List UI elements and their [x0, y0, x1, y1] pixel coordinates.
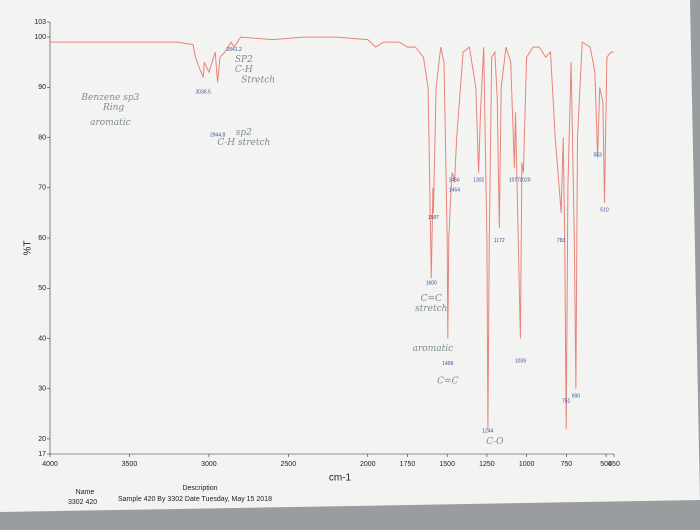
annotation: 690 — [572, 394, 581, 400]
x-tick-label: 1750 — [400, 461, 416, 468]
annotation: 1077 — [509, 178, 520, 184]
annotation: stretch — [415, 304, 447, 314]
annotation: 1172 — [494, 238, 505, 244]
x-tick-label: 500 — [600, 461, 612, 468]
footer-label: Name — [76, 489, 95, 496]
spectrum-line — [50, 36, 614, 429]
annotation: Stretch — [241, 75, 275, 85]
y-tick-label: 20 — [38, 436, 46, 443]
annotation: 1496 — [442, 361, 453, 367]
annotation: 1244 — [482, 429, 493, 435]
annotation: 783 — [557, 238, 566, 244]
annotation: Ring — [102, 103, 124, 113]
annotation: 1456 — [449, 178, 460, 184]
x-tick-label: 2500 — [281, 461, 297, 468]
annotation: C-H — [235, 65, 253, 75]
annotation: 1600 — [426, 281, 437, 287]
y-axis-label: %T — [23, 241, 34, 256]
y-tick-label: 50 — [38, 285, 46, 292]
x-axis-label: cm-1 — [329, 473, 352, 484]
annotation: aromatic — [413, 344, 454, 354]
annotation: aromatic — [90, 118, 131, 128]
annotation: 510 — [600, 208, 609, 214]
x-tick-label: 4000 — [42, 461, 58, 468]
annotation: 1587 — [428, 215, 439, 221]
footer-description: Sample 420 By 3302 Date Tuesday, May 15 … — [118, 496, 272, 503]
y-tick-label: 70 — [38, 185, 46, 192]
annotation: C-O — [486, 437, 504, 447]
x-tick-label: 3500 — [122, 461, 138, 468]
y-tick-label: 100 — [34, 34, 46, 41]
y-tick-label: 60 — [38, 235, 46, 242]
x-tick-label: 1000 — [519, 461, 535, 468]
annotation: Benzene sp3 — [80, 93, 139, 103]
x-tick-label: 750 — [560, 461, 572, 468]
annotation: 3036.5 — [196, 90, 212, 96]
y-tick-label: 80 — [38, 134, 46, 141]
x-tick-label: 450 — [608, 461, 620, 468]
y-tick-label: 30 — [38, 386, 46, 393]
annotation: 2841.2 — [226, 47, 242, 53]
annotation: C-H stretch — [217, 138, 270, 148]
annotation: 751 — [562, 399, 571, 405]
annotation: 553 — [593, 152, 602, 158]
annotation: SP2 — [235, 55, 253, 65]
x-tick-label: 3000 — [201, 461, 217, 468]
y-tick-label: 17 — [38, 451, 46, 458]
annotation: sp2 — [236, 128, 252, 138]
y-tick-label: 40 — [38, 335, 46, 342]
annotation: 1302 — [473, 178, 484, 184]
y-tick-label: 90 — [38, 84, 46, 91]
y-tick-label: 103 — [34, 19, 46, 26]
x-tick-label: 1500 — [439, 461, 455, 468]
annotation: 2944.8 — [210, 132, 226, 138]
footer-label: Description — [182, 485, 217, 492]
annotation: 1454 — [449, 188, 460, 194]
annotation: C=C — [437, 377, 458, 387]
annotation: 1039 — [515, 358, 526, 364]
footer-name: 3302 420 — [68, 499, 97, 506]
annotation: 1020 — [519, 178, 530, 184]
annotation: C=C — [421, 294, 442, 304]
x-tick-label: 2000 — [360, 461, 376, 468]
x-tick-label: 1250 — [479, 461, 495, 468]
